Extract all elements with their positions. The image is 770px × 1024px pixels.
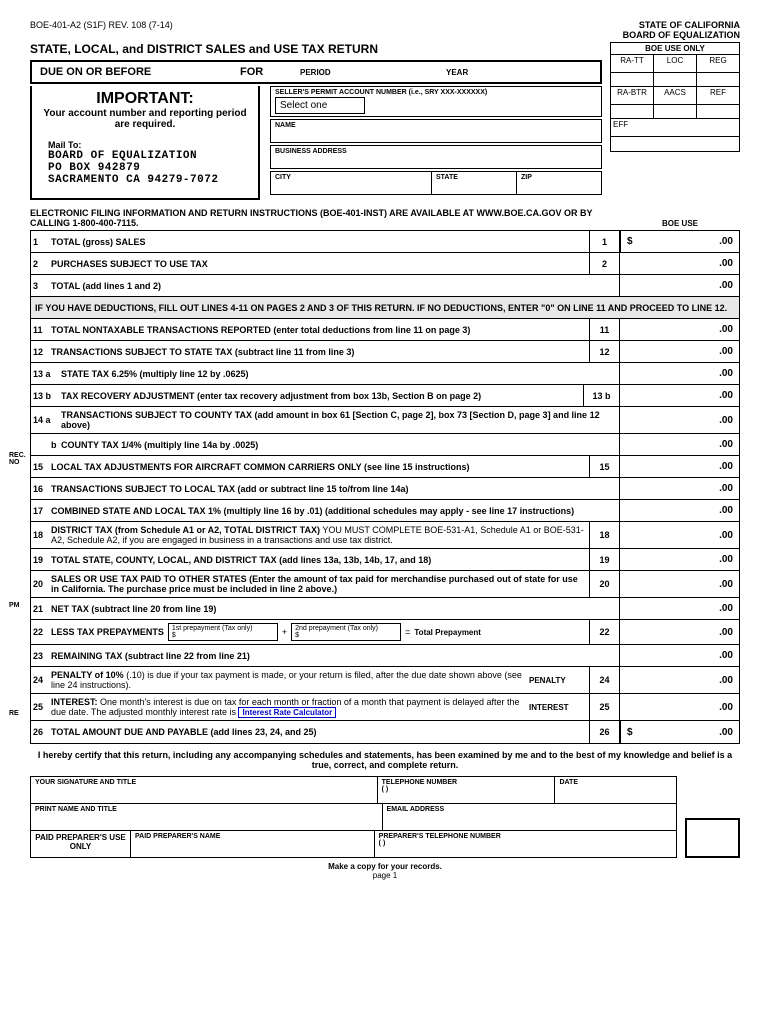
signature-table: YOUR SIGNATURE AND TITLE TELEPHONE NUMBE… bbox=[30, 776, 677, 858]
line-15: REC. NO 15 LOCAL TAX ADJUSTMENTS FOR AIR… bbox=[31, 456, 739, 478]
boe-use-col-label: BOE USE bbox=[620, 219, 740, 228]
preparer-name-field[interactable]: PAID PREPARER'S NAME bbox=[131, 831, 375, 857]
line-2: 2 PURCHASES SUBJECT TO USE TAX 2 .00 bbox=[31, 253, 739, 275]
print-name-field[interactable]: PRINT NAME AND TITLE bbox=[31, 804, 383, 830]
filing-instructions: ELECTRONIC FILING INFORMATION AND RETURN… bbox=[30, 208, 620, 228]
footer-copy-text: Make a copy for your records. bbox=[30, 862, 740, 871]
line-24: 24 PENALTY of 10% (.10) is due if your t… bbox=[31, 667, 739, 694]
state-field[interactable]: STATE bbox=[432, 171, 517, 195]
preparer-box bbox=[685, 818, 740, 858]
line-14a: 14 a TRANSACTIONS SUBJECT TO COUNTY TAX … bbox=[31, 407, 739, 434]
line-25: RE 25 INTEREST: One month's interest is … bbox=[31, 694, 739, 721]
telephone-field[interactable]: TELEPHONE NUMBER( ) bbox=[378, 777, 556, 803]
line-19: 19 TOTAL STATE, COUNTY, LOCAL, AND DISTR… bbox=[31, 549, 739, 571]
business-address-field[interactable]: BUSINESS ADDRESS bbox=[270, 145, 602, 169]
state-header: STATE OF CALIFORNIA BOARD OF EQUALIZATIO… bbox=[623, 20, 740, 40]
line-17: 17 COMBINED STATE AND LOCAL TAX 1% (mult… bbox=[31, 500, 739, 522]
line-26: 26 TOTAL AMOUNT DUE AND PAYABLE (add lin… bbox=[31, 721, 739, 743]
mail-addr-3: SACRAMENTO CA 94279-7072 bbox=[48, 174, 250, 186]
page-number: page 1 bbox=[30, 871, 740, 880]
line-13a: 13 a STATE TAX 6.25% (multiply line 12 b… bbox=[31, 363, 739, 385]
mail-addr-1: BOARD OF EQUALIZATION bbox=[48, 150, 250, 162]
date-field[interactable]: DATE bbox=[555, 777, 676, 803]
zip-field[interactable]: ZIP bbox=[517, 171, 602, 195]
line-12: 12 TRANSACTIONS SUBJECT TO STATE TAX (su… bbox=[31, 341, 739, 363]
form-id: BOE-401-A2 (S1F) REV. 108 (7-14) bbox=[30, 20, 173, 30]
prepay-2[interactable]: 2nd prepayment (Tax only)$ bbox=[291, 623, 401, 641]
city-field[interactable]: CITY bbox=[270, 171, 432, 195]
line-16: 16 TRANSACTIONS SUBJECT TO LOCAL TAX (ad… bbox=[31, 478, 739, 500]
form-title: STATE, LOCAL, and DISTRICT SALES and USE… bbox=[30, 42, 602, 56]
line-14b: b COUNTY TAX 1/4% (multiply line 14a by … bbox=[31, 434, 739, 456]
line-3: 3 TOTAL (add lines 1 and 2) .00 bbox=[31, 275, 739, 297]
seller-permit-field[interactable]: SELLER'S PERMIT ACCOUNT NUMBER (i.e., SR… bbox=[270, 86, 602, 117]
line-18: 18 DISTRICT TAX (from Schedule A1 or A2,… bbox=[31, 522, 739, 549]
deductions-banner: IF YOU HAVE DEDUCTIONS, FILL OUT LINES 4… bbox=[31, 297, 739, 319]
boe-use-only-box: BOE USE ONLY RA-TT LOC REG RA-BTR AACS R… bbox=[610, 42, 740, 152]
line-1: 1 TOTAL (gross) SALES 1 $.00 bbox=[31, 231, 739, 253]
line-items-table: 1 TOTAL (gross) SALES 1 $.00 2 PURCHASES… bbox=[30, 230, 740, 744]
signature-field[interactable]: YOUR SIGNATURE AND TITLE bbox=[31, 777, 378, 803]
interest-rate-link[interactable]: Interest Rate Calculator bbox=[238, 707, 336, 718]
line-20: 20 SALES OR USE TAX PAID TO OTHER STATES… bbox=[31, 571, 739, 598]
important-box: IMPORTANT: Your account number and repor… bbox=[30, 86, 260, 200]
certification-text: I hereby certify that this return, inclu… bbox=[30, 750, 740, 770]
header: BOE-401-A2 (S1F) REV. 108 (7-14) STATE O… bbox=[30, 20, 740, 40]
line-21: PM 21 NET TAX (subtract line 20 from lin… bbox=[31, 598, 739, 620]
mail-addr-2: PO BOX 942879 bbox=[48, 162, 250, 174]
period-label: PERIOD bbox=[300, 68, 446, 77]
line-13b: 13 b TAX RECOVERY ADJUSTMENT (enter tax … bbox=[31, 385, 739, 407]
year-label: YEAR bbox=[446, 68, 592, 77]
select-one[interactable]: Select one bbox=[275, 97, 365, 114]
line-22: 22 LESS TAX PREPAYMENTS 1st prepayment (… bbox=[31, 620, 739, 645]
due-label: DUE ON OR BEFORE bbox=[40, 66, 240, 78]
important-sub: Your account number and reporting period… bbox=[40, 108, 250, 130]
important-title: IMPORTANT: bbox=[40, 90, 250, 108]
line-11: 11 TOTAL NONTAXABLE TRANSACTIONS REPORTE… bbox=[31, 319, 739, 341]
name-field[interactable]: NAME bbox=[270, 119, 602, 143]
paid-preparer-label: PAID PREPARER'S USE ONLY bbox=[31, 831, 131, 857]
mail-to-label: Mail To: bbox=[48, 140, 250, 150]
due-section: DUE ON OR BEFORE FOR PERIOD YEAR bbox=[30, 60, 602, 84]
preparer-tel-field[interactable]: PREPARER'S TELEPHONE NUMBER( ) bbox=[375, 831, 676, 857]
line-23: 23 REMAINING TAX (subtract line 22 from … bbox=[31, 645, 739, 667]
prepay-1[interactable]: 1st prepayment (Tax only)$ bbox=[168, 623, 278, 641]
for-label: FOR bbox=[240, 66, 300, 78]
email-field[interactable]: EMAIL ADDRESS bbox=[383, 804, 676, 830]
